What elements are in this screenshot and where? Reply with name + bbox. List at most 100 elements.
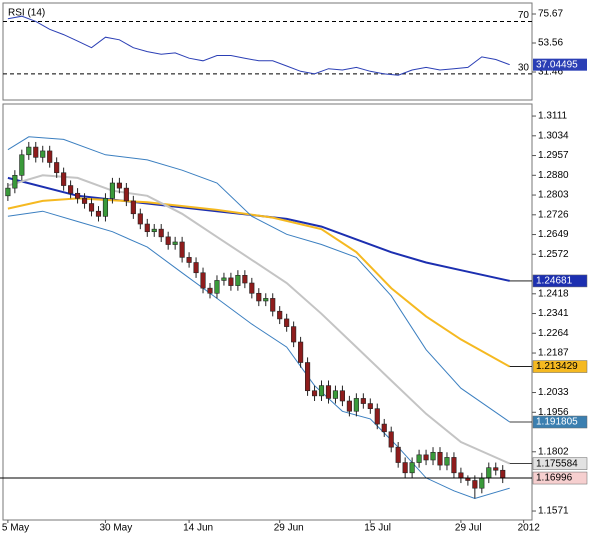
y-tick-label: 1.2649 [538, 229, 569, 240]
value-label: 1.175584 [536, 458, 578, 469]
y-tick-label: 1.2572 [538, 249, 569, 260]
candle-body [437, 451, 443, 466]
y-tick-label: 1.1956 [538, 407, 569, 418]
candle-body [374, 408, 380, 425]
candle-body [26, 146, 32, 156]
value-label: 1.16996 [536, 473, 573, 484]
candle-body [137, 213, 143, 225]
value-label-box [532, 274, 588, 288]
y-tick-label: 1.2418 [538, 288, 569, 299]
candle-body [235, 275, 241, 286]
value-label-box [532, 360, 588, 373]
x-tick-label: 14 Jun [183, 523, 213, 534]
candle-body [395, 446, 401, 463]
candle-body [256, 292, 262, 302]
candle-body [270, 298, 276, 312]
candle-body [458, 472, 464, 479]
value-label: 1.213429 [536, 361, 578, 372]
rsi-panel [2, 2, 533, 101]
candle-body [200, 272, 206, 289]
value-label-box [532, 471, 588, 485]
y-tick-label: 1.3111 [538, 111, 568, 122]
candle-body [179, 241, 185, 258]
rsi-title: RSI (14) [8, 8, 45, 19]
candle-body [33, 146, 39, 158]
candle-body [158, 228, 164, 238]
indicator-line [7, 174, 511, 465]
rsi-line [7, 15, 510, 76]
candle-body [367, 403, 373, 409]
candle-body [416, 454, 422, 463]
y-tick-label: 1.2033 [538, 387, 569, 398]
candle-body [81, 198, 88, 204]
candle-body [242, 275, 248, 284]
y-tick-label: 1.2803 [538, 190, 569, 201]
y-tick-label: 75.67 [538, 9, 563, 20]
y-tick-label: 1.2341 [538, 308, 569, 319]
y-tick-label: 1.2957 [538, 150, 569, 161]
candle-body [249, 282, 255, 294]
candle-body [88, 203, 95, 212]
candle-body [228, 277, 234, 286]
candle-body [346, 400, 352, 412]
candle-body [123, 187, 129, 202]
candle-body [430, 451, 436, 461]
candle-body [144, 223, 150, 233]
candle-body [165, 236, 171, 245]
candle-body [423, 454, 429, 461]
candle-body [61, 172, 67, 186]
candle-body [68, 185, 74, 194]
candle-body [109, 182, 115, 199]
candle-body [116, 182, 122, 189]
level-label: 30 [518, 63, 530, 74]
value-label-box [532, 415, 588, 429]
x-tick-label: 29 Jul [455, 523, 482, 534]
y-tick-label: 1.2880 [538, 170, 569, 181]
candle-body [95, 210, 102, 217]
candle-body [193, 262, 199, 274]
candle-body [277, 310, 283, 320]
candle-body [284, 318, 290, 327]
candle-body [444, 457, 450, 466]
value-label: 1.24681 [536, 276, 573, 287]
candle-body [332, 390, 339, 399]
value-label-box [533, 58, 587, 71]
candle-body [298, 341, 304, 363]
indicator-line [7, 210, 510, 500]
candle-body [214, 280, 220, 294]
candle-body [472, 480, 478, 489]
y-tick-label: 31.46 [538, 67, 563, 78]
candle-body [479, 477, 485, 489]
candle-body [47, 150, 53, 163]
candle-body [172, 241, 178, 245]
candle-body [381, 423, 387, 433]
candle-body [360, 398, 366, 404]
candle-body [5, 187, 11, 197]
y-tick-label: 1.1571 [538, 506, 569, 517]
candle-body [102, 198, 109, 217]
candle-body [263, 298, 269, 302]
candle-body [207, 287, 213, 294]
value-label: 37.04495 [536, 59, 578, 70]
candle-body [451, 457, 457, 474]
y-tick-label: 53.56 [538, 38, 563, 49]
y-tick-label: 1.2726 [538, 209, 569, 220]
y-tick-label: 1.2264 [538, 328, 569, 339]
x-tick-label: 29 Jun [274, 523, 304, 534]
candle-body [54, 162, 60, 174]
candle-body [339, 390, 345, 402]
candle-body [318, 385, 325, 397]
x-tick-label: 15 Jul [364, 523, 391, 534]
candle-body [75, 192, 81, 199]
indicator-line [7, 136, 510, 423]
candle-body [353, 398, 359, 412]
candle-body [325, 385, 332, 399]
x-tick-label: 5 May [2, 523, 29, 534]
indicator-line [7, 197, 511, 368]
candle-body [40, 150, 46, 158]
candle-body [500, 469, 506, 479]
candle-body [493, 467, 499, 471]
candle-body [402, 462, 408, 474]
